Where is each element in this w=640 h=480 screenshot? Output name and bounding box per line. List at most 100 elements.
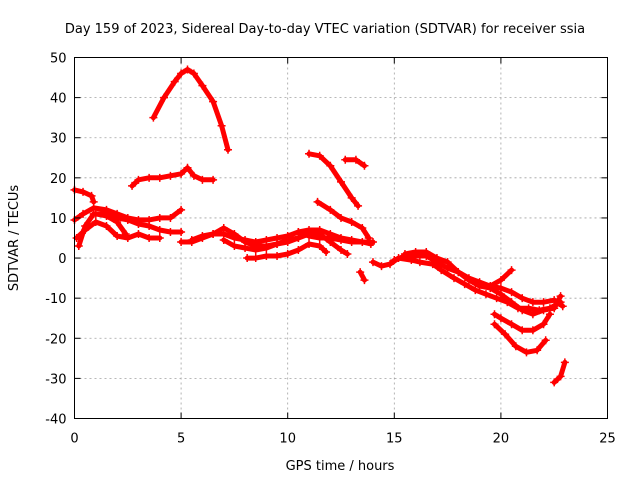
series-arc-17: [368, 254, 565, 315]
data-point: [347, 193, 356, 202]
data-point: [460, 280, 469, 289]
data-point: [475, 282, 484, 291]
data-point: [87, 191, 96, 200]
series-arc-15: [313, 197, 373, 242]
x-tick-label: 5: [177, 432, 185, 447]
data-point: [550, 378, 559, 387]
series-arc-10: [219, 234, 303, 255]
data-point: [155, 234, 164, 242]
data-point: [134, 175, 143, 184]
data-point: [273, 252, 282, 261]
data-point: [507, 298, 516, 307]
x-axis-label: GPS time / hours: [286, 459, 395, 474]
data-point: [343, 250, 352, 259]
data-point: [356, 268, 365, 277]
series-arc-11: [243, 240, 331, 263]
data-point: [533, 346, 542, 355]
data-point: [347, 238, 356, 247]
data-point: [437, 266, 446, 275]
data-point: [560, 358, 569, 367]
data-point: [134, 229, 143, 238]
y-tick-label: 50: [50, 52, 67, 67]
data-point: [230, 229, 239, 238]
data-point: [81, 225, 90, 234]
data-point: [102, 211, 111, 220]
data-point: [511, 342, 520, 351]
data-point: [341, 155, 350, 164]
data-point: [377, 262, 386, 271]
series-arc-21: [490, 310, 554, 335]
data-point: [315, 234, 324, 242]
series-line: [551, 359, 568, 385]
data-point: [189, 69, 198, 78]
data-point: [464, 276, 473, 285]
series-line: [129, 165, 216, 189]
y-tick-label: 20: [50, 172, 67, 187]
data-point: [121, 229, 130, 238]
series-arc-2: [128, 163, 218, 190]
series-line: [492, 321, 549, 355]
series-line: [72, 187, 97, 205]
data-point: [471, 286, 480, 295]
data-point: [177, 205, 186, 214]
data-point: [486, 282, 495, 291]
data-point: [411, 248, 420, 257]
data-point: [177, 238, 186, 247]
y-tick-label: 10: [50, 212, 67, 227]
series-arc-1: [149, 65, 233, 154]
data-point: [496, 290, 505, 299]
data-point: [326, 234, 335, 242]
y-tick-label: -20: [45, 332, 66, 347]
data-point: [177, 227, 186, 236]
data-point: [79, 187, 88, 196]
data-point: [294, 246, 303, 255]
data-point: [337, 246, 345, 255]
data-point: [177, 69, 186, 78]
data-point: [541, 336, 550, 345]
data-point: [518, 294, 527, 303]
data-point: [155, 225, 164, 234]
data-point: [358, 223, 367, 232]
data-point: [113, 217, 122, 226]
data-point: [326, 205, 335, 214]
data-point: [251, 246, 260, 255]
data-point: [545, 310, 554, 319]
data-point: [443, 258, 452, 267]
data-point: [556, 372, 565, 381]
data-point: [177, 169, 186, 178]
y-axis-label: SDTVAR / TECUs: [7, 185, 22, 292]
data-point: [358, 238, 367, 247]
series-line: [315, 199, 372, 241]
data-point: [490, 310, 499, 319]
data-point: [449, 274, 458, 283]
data-point: [481, 290, 490, 299]
data-point: [262, 244, 271, 253]
data-point: [294, 227, 303, 236]
data-point: [415, 258, 424, 267]
data-point: [155, 213, 164, 222]
data-point: [305, 149, 314, 158]
data-point: [283, 250, 292, 259]
data-point: [273, 240, 282, 249]
data-point: [145, 221, 154, 230]
x-tick-label: 0: [70, 432, 78, 447]
series-arc-14: [341, 155, 369, 170]
data-point: [528, 298, 537, 307]
data-point: [219, 223, 228, 232]
data-point: [522, 348, 531, 357]
data-point: [183, 163, 192, 172]
data-point: [550, 304, 559, 313]
data-point: [528, 326, 537, 335]
data-point: [432, 254, 441, 263]
data-point: [326, 161, 335, 170]
data-point: [360, 276, 369, 285]
data-point: [79, 209, 88, 218]
data-point: [305, 231, 314, 240]
data-point: [251, 254, 260, 263]
data-point: [507, 288, 516, 297]
chart-title: Day 159 of 2023, Sidereal Day-to-day VTE…: [65, 22, 585, 37]
series-arc-20: [486, 266, 516, 291]
data-point: [315, 242, 324, 251]
data-point: [262, 252, 271, 261]
